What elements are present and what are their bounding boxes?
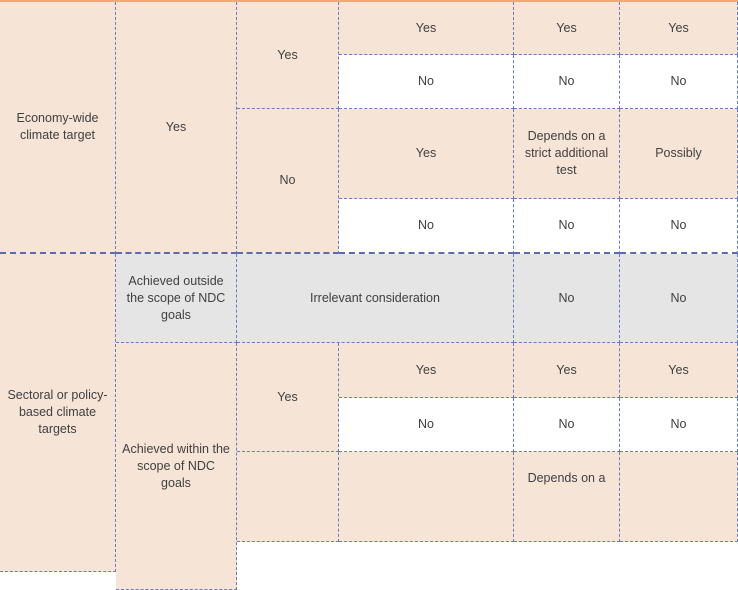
cell-a-r4-c3: No	[339, 199, 514, 254]
cell-a-r2-c4: No	[514, 55, 620, 109]
cell-a-r1-c4: Yes	[514, 2, 620, 55]
cell-b-r3-c3	[339, 452, 514, 542]
cell-b-outside-c5: No	[620, 254, 738, 343]
cell-b-outside-label: Achieved outside the scope of NDC goals	[116, 254, 237, 343]
cell-a-col2-no: No	[237, 109, 339, 254]
cell-b-within-label: Achieved within the scope of NDC goals	[116, 343, 237, 590]
cell-a-r3-c4: Depends on a strict additional test	[514, 109, 620, 199]
cell-b-r3-c4: Depends on a	[514, 452, 620, 542]
cell-b-r3-c5	[620, 452, 738, 542]
cell-b-r1-c3: Yes	[339, 343, 514, 398]
cell-b-outside-c4: No	[514, 254, 620, 343]
cell-a-r2-c3: No	[339, 55, 514, 109]
cell-b-r2-c3: No	[339, 398, 514, 452]
row-header-economy-wide: Economy-wide climate target	[0, 2, 116, 254]
cell-a-r1-c5: Yes	[620, 2, 738, 55]
cell-a-r4-c5: No	[620, 199, 738, 254]
cell-b-r1-c4: Yes	[514, 343, 620, 398]
cell-a-r2-c5: No	[620, 55, 738, 109]
cell-a-r4-c4: No	[514, 199, 620, 254]
cell-a-r3-c5: Possibly	[620, 109, 738, 199]
cell-b-r1-c5: Yes	[620, 343, 738, 398]
cell-b-within-col2-yes: Yes	[237, 343, 339, 452]
cell-a-col2-yes: Yes	[237, 2, 339, 109]
cell-a-col1: Yes	[116, 2, 237, 254]
cell-b-r2-c4: No	[514, 398, 620, 452]
cell-a-r1-c3: Yes	[339, 2, 514, 55]
cell-b-irrelevant: Irrelevant consideration	[237, 254, 514, 343]
cell-b-within-col2-next	[237, 452, 339, 542]
cell-a-r3-c3: Yes	[339, 109, 514, 199]
row-header-sectoral: Sectoral or policy-based climate targets	[0, 254, 116, 572]
top-rule	[0, 0, 738, 2]
cell-b-r2-c5: No	[620, 398, 738, 452]
